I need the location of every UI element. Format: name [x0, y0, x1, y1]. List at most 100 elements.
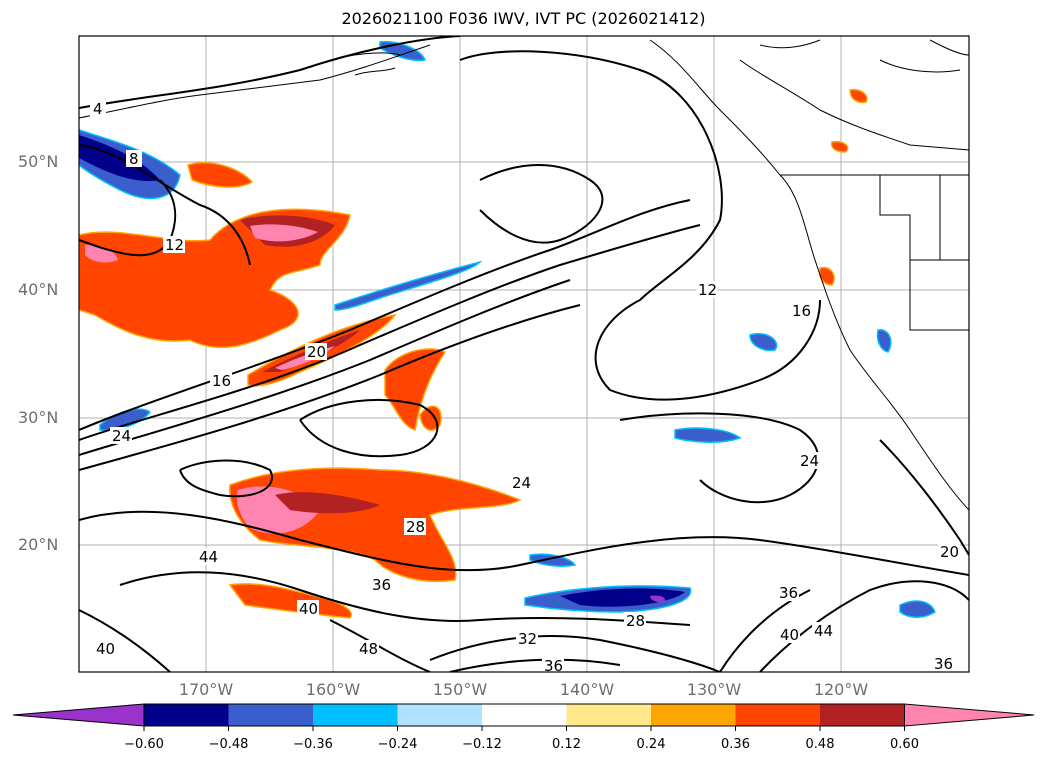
contour-32-bottom — [429, 635, 721, 672]
colorbar-segment — [397, 704, 482, 726]
contour-label: 24 — [112, 427, 131, 445]
lon-label-140w: 140°W — [559, 680, 615, 699]
contour-main-4 — [79, 304, 581, 471]
colorbar-segment — [820, 704, 905, 726]
patch-fingers — [384, 348, 447, 431]
contour-8 — [79, 144, 251, 266]
colorbar-segment — [566, 704, 651, 726]
contour-label: 28 — [406, 518, 425, 536]
colorbar-tick-label: 0.24 — [636, 737, 666, 752]
contour-label: 36 — [934, 655, 953, 673]
contour-label: 24 — [512, 474, 531, 492]
contour-label: 48 — [359, 640, 378, 658]
patch-south-core — [275, 492, 380, 514]
lon-label-120w: 120°W — [813, 680, 869, 699]
patch-neg-west-band — [334, 260, 483, 311]
colorbar-extend-high — [904, 703, 1035, 727]
contour-24-east — [619, 412, 819, 504]
contour-40-sw — [79, 609, 171, 672]
contour-label: 40 — [780, 626, 799, 644]
colorbar-tick-label: 0.60 — [890, 737, 919, 752]
contour-44-east — [759, 580, 969, 672]
ivt-positive-patches — [79, 88, 868, 619]
colorbar-segment — [313, 704, 398, 726]
contour-label: 20 — [307, 343, 326, 361]
contour-label: 16 — [792, 302, 811, 320]
patch-fingers2 — [419, 405, 442, 431]
contour-label: 24 — [800, 452, 819, 470]
colorbar-tick-label: 0.48 — [805, 737, 835, 752]
patch-neg-east3 — [379, 40, 427, 62]
patch-neg-south2 — [529, 553, 577, 567]
contour-label: 16 — [212, 372, 231, 390]
contour-label: 8 — [129, 150, 139, 168]
lon-label-130w: 130°W — [686, 680, 742, 699]
contour-labels: 4 8 12 12 16 16 20 20 24 24 24 28 28 — [90, 100, 960, 675]
patch-neg-south-purple — [650, 595, 666, 603]
colorbar-segment — [228, 704, 313, 726]
contour-south-1 — [79, 510, 969, 576]
colorbar-tick-label: 0.36 — [721, 737, 750, 752]
contour-ring-center — [299, 399, 439, 458]
contour-label: 36 — [372, 576, 391, 594]
contour-loop-west — [179, 459, 273, 498]
lon-label-150w: 150°W — [432, 680, 488, 699]
contour-label: 12 — [165, 236, 184, 254]
lon-label-160w: 160°W — [305, 680, 361, 699]
contour-south-2 — [119, 571, 691, 626]
chart-title: 2026021100 F036 IWV, IVT PC (2026021412) — [341, 9, 706, 28]
colorbar-segment — [651, 704, 736, 726]
colorbar-tick-label: 0.12 — [552, 737, 581, 752]
lon-label-170w: 170°W — [178, 680, 234, 699]
contour-label: 40 — [96, 640, 115, 658]
patch-neg-east2 — [749, 333, 778, 352]
lat-label-20n: 20°N — [18, 535, 59, 554]
patch-neg-south-core — [560, 588, 685, 607]
contour-label: 4 — [93, 100, 103, 118]
contour-north-loop — [459, 50, 821, 401]
contour-inner-loop — [479, 164, 604, 244]
iwv-contours — [79, 36, 969, 672]
patch-south-small — [228, 583, 352, 619]
patch-neg-coast — [876, 329, 892, 353]
contour-label: 32 — [518, 630, 537, 648]
patch-west-pink — [250, 224, 318, 242]
contour-label: 28 — [626, 612, 645, 630]
colorbar-tick-label: −0.48 — [208, 737, 249, 752]
contour-label: 40 — [299, 600, 318, 618]
colorbar-tick-label: −0.60 — [124, 737, 164, 752]
plot-frame — [78, 35, 970, 673]
contour-main-2 — [79, 224, 701, 441]
patch-neg-ne — [899, 600, 936, 618]
patch-neg-east1 — [674, 427, 742, 443]
lat-label-50n: 50°N — [18, 152, 59, 171]
patch-north — [187, 161, 254, 188]
contour-20-east — [879, 439, 969, 556]
contour-label: 36 — [779, 584, 798, 602]
contour-48 — [329, 619, 431, 672]
contour-4 — [79, 36, 461, 109]
colorbar — [12, 703, 1035, 731]
colorbar-tick-label: −0.24 — [377, 737, 418, 752]
contour-main-3 — [79, 279, 571, 456]
contour-label: 44 — [199, 548, 218, 566]
colorbar-extend-low — [12, 703, 145, 727]
coastlines — [79, 39, 969, 511]
colorbar-segment — [144, 704, 229, 726]
colorbar-segment — [482, 704, 567, 726]
contour-36-bottom — [449, 658, 621, 672]
colorbar-tick-label: −0.36 — [293, 737, 333, 752]
colorbar-segment — [735, 704, 820, 726]
lat-label-40n: 40°N — [18, 280, 59, 299]
patch-east-coast3 — [830, 140, 849, 153]
contour-label: 44 — [814, 622, 833, 640]
patch-east-coast2 — [818, 266, 835, 286]
gridlines — [79, 36, 969, 672]
patch-west-pink2 — [85, 244, 118, 263]
contour-label: 20 — [940, 543, 959, 561]
patch-east-coast — [849, 88, 868, 104]
contour-main-1 — [79, 199, 691, 431]
colorbar-tick-label: −0.12 — [462, 737, 502, 752]
contour-label: 36 — [544, 657, 563, 675]
